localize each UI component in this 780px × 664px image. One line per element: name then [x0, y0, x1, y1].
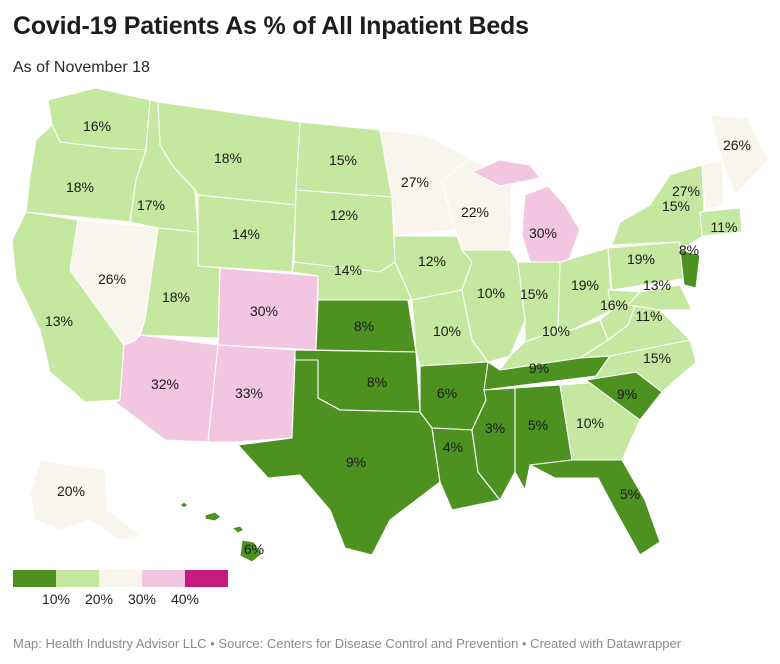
state-value-label-wv: 16% — [600, 297, 628, 313]
state-value-label-ar: 6% — [437, 385, 457, 401]
state-hi[interactable] — [179, 501, 263, 563]
state-value-label-or: 18% — [66, 179, 94, 195]
state-value-label-ky: 10% — [542, 323, 570, 339]
legend-tick-label: 10% — [41, 591, 71, 607]
state-value-label-ia: 12% — [418, 253, 446, 269]
state-value-label-nc: 15% — [643, 350, 671, 366]
legend-tick-label: 20% — [84, 591, 114, 607]
state-value-label-sd: 12% — [330, 207, 358, 223]
state-value-label-pa: 19% — [627, 251, 655, 267]
state-value-label-nv: 26% — [98, 271, 126, 287]
state-tx[interactable] — [237, 359, 441, 556]
state-value-label-ak: 20% — [57, 483, 85, 499]
state-value-label-ga: 10% — [576, 415, 604, 431]
state-nm[interactable] — [207, 344, 296, 443]
state-value-label-wy: 14% — [232, 226, 260, 242]
state-value-label-vt: 27% — [672, 183, 700, 199]
state-value-label-ks: 8% — [354, 318, 374, 334]
state-value-label-al: 5% — [528, 417, 548, 433]
source-credit: Map: Health Industry Advisor LLC • Sourc… — [13, 636, 682, 651]
state-oh[interactable] — [557, 247, 613, 331]
legend-swatch-0 — [13, 570, 56, 587]
state-value-label-mo: 10% — [433, 323, 461, 339]
state-value-label-ok: 8% — [367, 374, 387, 390]
state-ma[interactable] — [699, 207, 743, 237]
state-value-label-md: 13% — [643, 277, 671, 293]
state-il[interactable] — [461, 249, 526, 363]
state-value-label-ut: 18% — [162, 289, 190, 305]
legend-swatch-2 — [99, 570, 142, 587]
state-ny[interactable] — [611, 164, 706, 251]
state-me[interactable] — [709, 114, 769, 196]
legend-swatch-4 — [185, 570, 228, 587]
state-value-label-tx: 9% — [346, 454, 366, 470]
state-value-label-id: 17% — [137, 197, 165, 213]
state-md[interactable] — [627, 284, 693, 311]
legend-tick-label: 40% — [170, 591, 200, 607]
state-value-label-co: 30% — [250, 303, 278, 319]
state-value-label-nd: 15% — [329, 152, 357, 168]
state-value-label-nj: 8% — [679, 242, 699, 258]
state-value-label-hi: 6% — [244, 541, 264, 557]
state-value-label-wi: 22% — [461, 204, 489, 220]
state-value-label-oh: 19% — [571, 277, 599, 293]
state-value-label-la: 4% — [443, 439, 463, 455]
state-sd[interactable] — [293, 189, 396, 273]
legend-tick-label: 30% — [127, 591, 157, 607]
state-value-label-il: 10% — [477, 285, 505, 301]
state-value-label-ma: 11% — [711, 219, 738, 235]
map-title: Covid-19 Patients As % of All Inpatient … — [13, 12, 529, 40]
state-nj[interactable] — [679, 249, 701, 289]
state-value-label-ny: 15% — [662, 198, 690, 214]
state-ak[interactable] — [29, 459, 141, 541]
state-value-label-wa: 16% — [83, 118, 111, 134]
state-value-label-ca: 13% — [45, 313, 73, 329]
state-value-label-ne: 14% — [334, 262, 362, 278]
state-value-label-tn: 9% — [529, 360, 549, 376]
state-value-label-in: 15% — [520, 286, 548, 302]
state-value-label-mn: 27% — [401, 174, 429, 190]
state-vt[interactable] — [701, 159, 725, 211]
state-value-label-az: 32% — [151, 376, 179, 392]
color-legend: 10% 20% 30% 40% — [13, 570, 228, 611]
state-value-label-va: 11% — [636, 308, 663, 324]
state-mi[interactable] — [471, 159, 581, 263]
state-value-label-me: 26% — [723, 137, 751, 153]
legend-swatch-3 — [142, 570, 185, 587]
state-value-label-mt: 18% — [214, 150, 242, 166]
state-value-label-mi: 30% — [529, 225, 557, 241]
state-value-label-nm: 33% — [235, 385, 263, 401]
legend-swatch-1 — [56, 570, 99, 587]
state-value-label-fl: 5% — [620, 486, 640, 502]
map-subtitle: As of November 18 — [13, 59, 150, 76]
state-value-label-ms: 3% — [485, 420, 505, 436]
state-value-label-sc: 9% — [617, 386, 637, 402]
state-fl[interactable] — [529, 459, 661, 556]
